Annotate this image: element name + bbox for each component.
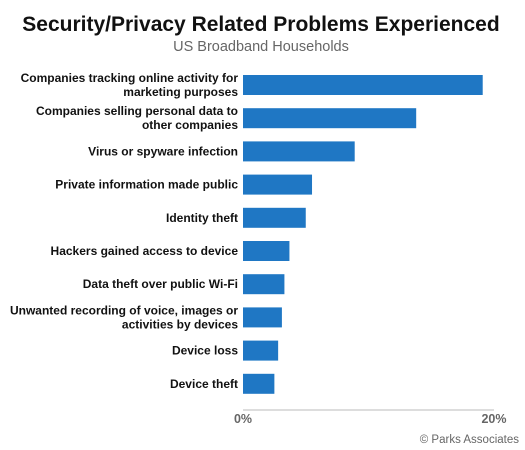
bar-7 [243, 307, 282, 328]
category-label-5: Hackers gained access to device [51, 244, 239, 258]
category-label-0-line-1: marketing purposes [123, 85, 238, 99]
category-label-8: Device loss [172, 344, 238, 358]
bar-5 [243, 241, 290, 261]
bar-0 [243, 75, 483, 95]
category-label-1-line-0: Companies selling personal data to [36, 104, 238, 118]
category-label-9: Device theft [170, 377, 238, 391]
chart-subtitle: US Broadband Households [173, 39, 349, 55]
x-tick-label-20: 20% [481, 412, 506, 426]
chart-title: Security/Privacy Related Problems Experi… [22, 13, 499, 36]
plot-area: Companies tracking online activity forma… [10, 71, 494, 411]
bar-4 [243, 207, 306, 228]
bar-3 [243, 174, 313, 195]
source-credit: © Parks Associates [420, 434, 519, 446]
bar-8 [243, 340, 279, 361]
bar-2 [243, 141, 355, 162]
category-label-4: Identity theft [166, 211, 238, 225]
category-label-7-line-1: activities by devices [122, 317, 238, 331]
category-label-0-line-0: Companies tracking online activity for [21, 71, 239, 85]
x-tick-label-0: 0% [234, 412, 252, 426]
bar-1 [243, 108, 417, 129]
bar-9 [243, 373, 275, 394]
category-label-6: Data theft over public Wi-Fi [83, 277, 238, 291]
bar-6 [243, 274, 285, 295]
category-label-3: Private information made public [55, 178, 238, 192]
category-label-2: Virus or spyware infection [88, 144, 238, 158]
category-label-7-line-0: Unwanted recording of voice, images or [10, 303, 238, 317]
category-label-1-line-1: other companies [142, 118, 238, 132]
